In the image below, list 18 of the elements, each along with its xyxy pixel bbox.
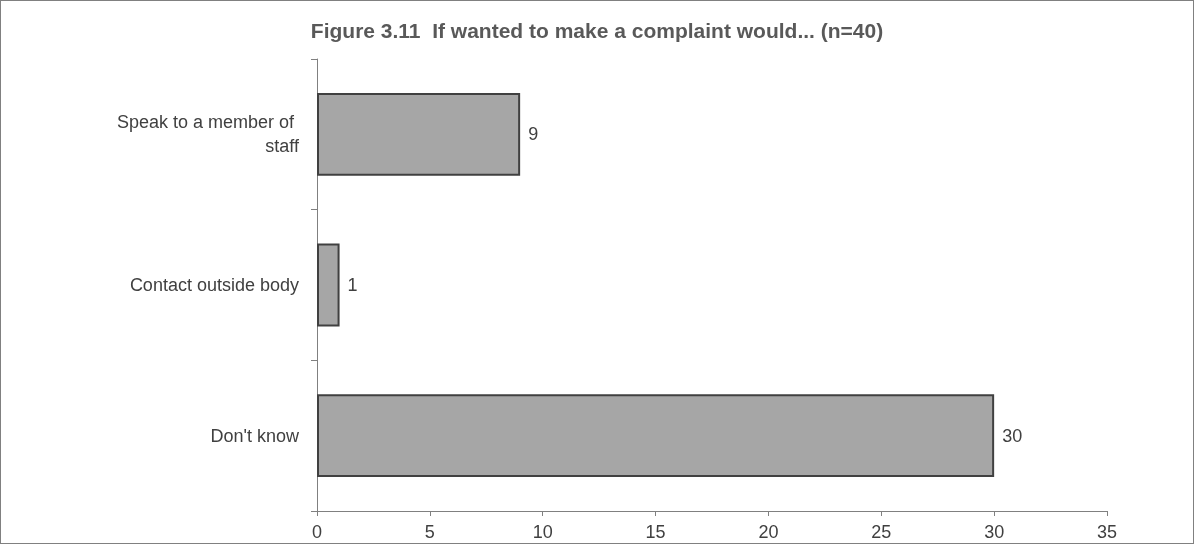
- y-tick-label: Contact outside body: [129, 275, 299, 295]
- x-tick-label: 10: [532, 522, 553, 542]
- x-tick-label: 30: [984, 522, 1005, 542]
- y-tick-label: Speak to a member of staff: [116, 112, 300, 157]
- data-label: 9: [528, 124, 539, 145]
- bar: [317, 92, 521, 176]
- y-tick-label: Don't know: [210, 425, 300, 446]
- data-label: 30: [1002, 425, 1023, 446]
- x-tick-label: 35: [1096, 522, 1118, 542]
- chart-title: Figure 3.11 If wanted to make a complaint would... (n=40): [310, 19, 884, 42]
- x-tick-label: 25: [871, 522, 892, 542]
- data-label: 1: [347, 275, 358, 295]
- bar: [317, 243, 340, 327]
- bar: [317, 394, 995, 478]
- x-tick-label: 5: [424, 522, 435, 542]
- x-tick-label: 20: [758, 522, 779, 542]
- x-tick-label: 0: [311, 522, 323, 542]
- x-tick-label: 15: [645, 522, 666, 542]
